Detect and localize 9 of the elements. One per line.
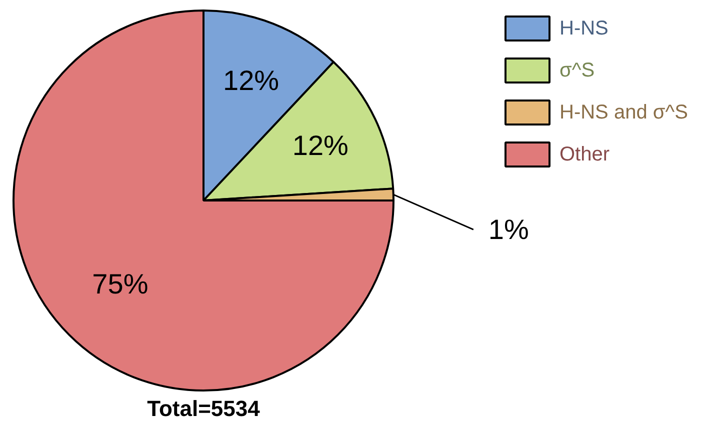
legend-label: H-NS [560,18,608,40]
legend-label: σ^S [560,60,595,82]
data-label: 12% [292,130,348,161]
legend-label: Other [560,144,610,166]
text: Total=5534 [147,396,261,421]
data-label: 12% [223,64,280,96]
data-label: 1% [488,214,529,246]
legend-label: H-NS and σ^S [560,102,688,124]
data-label: 75% [92,268,148,300]
